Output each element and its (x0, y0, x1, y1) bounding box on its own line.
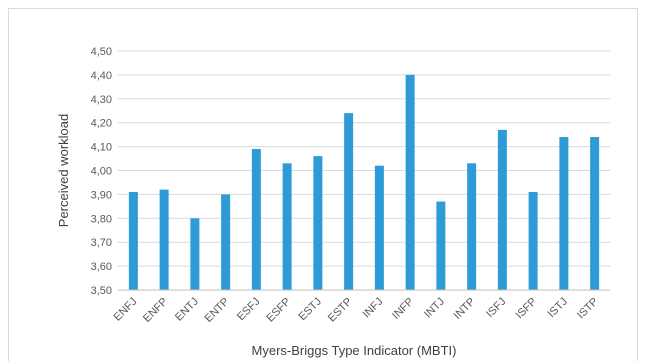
y-tick-label: 4,00 (91, 166, 112, 178)
x-tick-label: ISFP (513, 296, 539, 322)
bar-isfj (497, 129, 507, 290)
y-tick-label: 3,90 (91, 189, 112, 201)
y-tick-label: 3,60 (91, 261, 112, 273)
bars (128, 74, 600, 291)
x-tick-label: INFP (390, 296, 416, 322)
bar-infj (374, 165, 384, 290)
x-tick-label: ISFJ (484, 296, 508, 320)
bar-istp (590, 137, 600, 290)
y-tick-label: 4,20 (91, 118, 112, 130)
x-tick-label: ESFP (264, 296, 293, 325)
x-axis-ticks: ENFJ ENFP ENTJ ENTP ESFJ ESFP ESTJ ESTP INFJ INFP… (112, 296, 601, 325)
x-axis-title: Myers-Briggs Type Indicator (MBTI) (252, 343, 457, 358)
gridlines (118, 50, 610, 267)
x-tick-label: ISTP (575, 296, 601, 322)
bar-esfj (251, 148, 261, 290)
x-tick-label: ENTJ (173, 296, 201, 324)
y-tick-label: 3,80 (91, 213, 112, 225)
y-axis-ticks: 3,50 3,60 3,70 3,80 3,90 4,00 4,10 4,20 4,30 4,40… (91, 46, 112, 297)
chart-frame (8, 8, 638, 361)
y-tick-label: 4,40 (91, 70, 112, 82)
bar-entp (221, 194, 231, 290)
bar-isfp (528, 192, 538, 290)
y-tick-label: 3,50 (91, 285, 112, 297)
bar-entj (190, 218, 200, 290)
x-tick-label: ENFP (141, 296, 170, 325)
x-tick-label: ISTJ (546, 296, 570, 320)
bar-esfp (282, 163, 292, 290)
bar-intp (467, 163, 477, 290)
y-tick-label: 4,30 (91, 94, 112, 106)
bar-enfj (128, 192, 138, 290)
x-tick-label: ESFJ (235, 296, 263, 324)
bar-infp (405, 74, 415, 291)
y-tick-label: 4,10 (91, 142, 112, 154)
y-tick-label: 4,50 (91, 46, 112, 58)
x-tick-label: ENTP (203, 296, 232, 325)
y-tick-label: 3,70 (91, 237, 112, 249)
x-tick-label: INTJ (422, 296, 447, 321)
x-tick-label: ESTP (326, 296, 355, 325)
bar-intj (436, 201, 446, 290)
bar-enfp (159, 189, 169, 290)
x-tick-label: ENFJ (112, 296, 140, 324)
bar-istj (559, 137, 569, 290)
x-tick-label: INTP (452, 296, 478, 322)
x-tick-label: ESTJ (296, 296, 324, 324)
bar-estp (344, 113, 354, 290)
x-tick-label: INFJ (361, 296, 386, 321)
y-axis-title: Perceived workload (56, 114, 71, 227)
bar-estj (313, 156, 323, 290)
